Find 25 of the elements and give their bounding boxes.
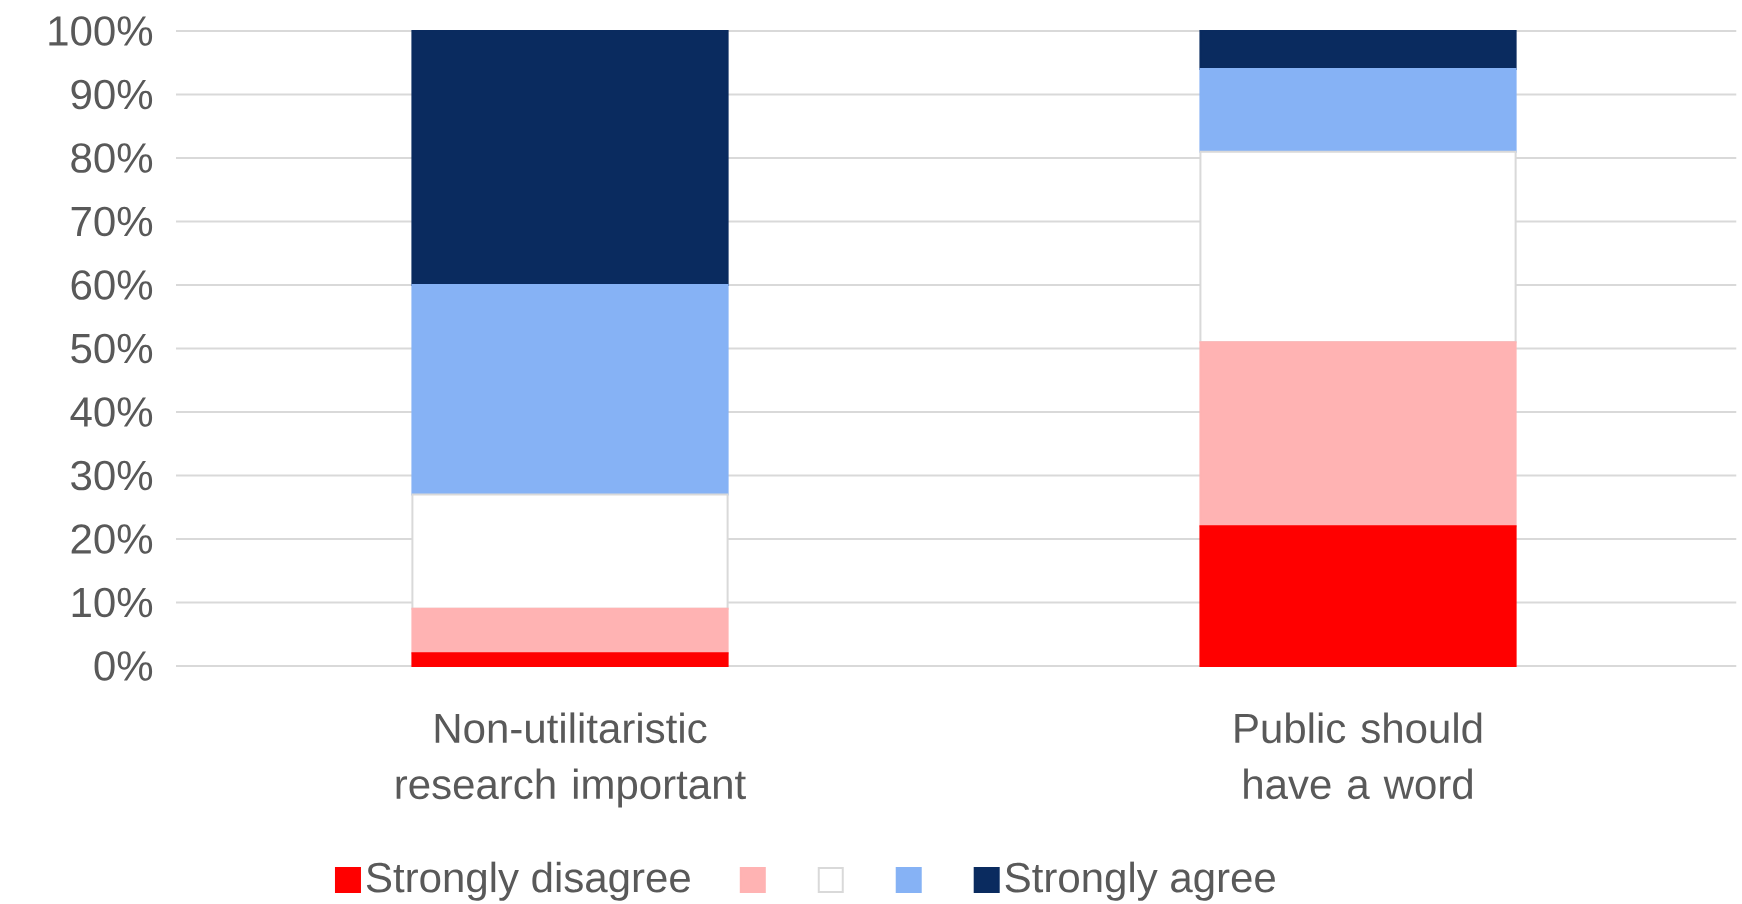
- y-tick-label: 80%: [71, 143, 153, 173]
- bar: [1199, 68, 1517, 153]
- y-tick-label: 90%: [71, 79, 153, 110]
- y-tick-label: 40%: [70, 397, 153, 427]
- bar: [411, 607, 729, 655]
- x-tick-label: Public should have a word: [1235, 712, 1482, 800]
- y-tick-label: 60%: [71, 270, 153, 300]
- bar: [1199, 29, 1517, 71]
- x-tick-label: Non-utilitaristic research important: [396, 712, 746, 808]
- bar: [1199, 150, 1517, 344]
- y-tick-label: 20%: [71, 524, 153, 554]
- bar: [411, 652, 729, 667]
- bar: [1199, 341, 1517, 528]
- bar: [411, 29, 729, 286]
- y-tick-label: 30%: [71, 460, 153, 491]
- bar: [1199, 525, 1517, 667]
- legend-label: Strongly agree: [1005, 861, 1275, 901]
- y-tick-label: 10%: [72, 587, 153, 618]
- y-tick-label: 70%: [71, 206, 153, 237]
- legend-label: Strongly disagree: [366, 861, 690, 901]
- y-tick-label: 0%: [94, 651, 153, 681]
- bar: [411, 283, 729, 496]
- bar: [411, 493, 729, 610]
- y-tick-label: 100%: [49, 16, 153, 46]
- y-tick-label: 50%: [71, 333, 153, 364]
